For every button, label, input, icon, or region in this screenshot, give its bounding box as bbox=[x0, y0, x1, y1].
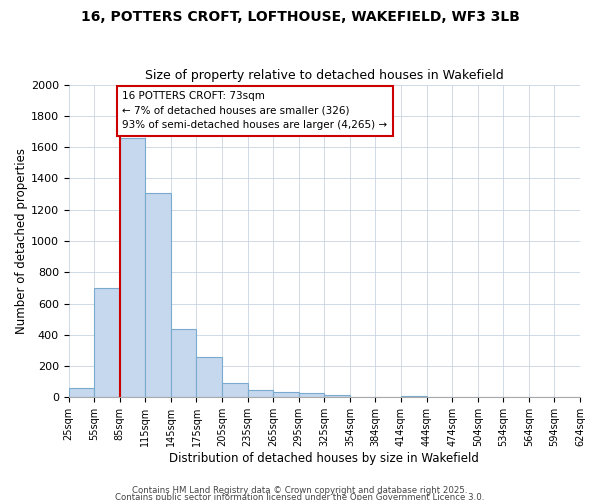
Text: 16 POTTERS CROFT: 73sqm
← 7% of detached houses are smaller (326)
93% of semi-de: 16 POTTERS CROFT: 73sqm ← 7% of detached… bbox=[122, 91, 388, 130]
Text: Contains HM Land Registry data © Crown copyright and database right 2025.: Contains HM Land Registry data © Crown c… bbox=[132, 486, 468, 495]
Bar bbox=[171, 328, 196, 398]
Bar bbox=[299, 394, 325, 398]
Bar bbox=[68, 388, 94, 398]
Bar bbox=[120, 138, 145, 398]
Title: Size of property relative to detached houses in Wakefield: Size of property relative to detached ho… bbox=[145, 69, 503, 82]
Bar bbox=[196, 358, 222, 398]
Bar bbox=[248, 390, 273, 398]
Text: Contains public sector information licensed under the Open Government Licence 3.: Contains public sector information licen… bbox=[115, 494, 485, 500]
X-axis label: Distribution of detached houses by size in Wakefield: Distribution of detached houses by size … bbox=[169, 452, 479, 465]
Bar bbox=[94, 288, 120, 398]
Y-axis label: Number of detached properties: Number of detached properties bbox=[15, 148, 28, 334]
Bar bbox=[325, 395, 350, 398]
Bar bbox=[401, 396, 427, 398]
Bar bbox=[145, 194, 171, 398]
Bar bbox=[222, 384, 248, 398]
Text: 16, POTTERS CROFT, LOFTHOUSE, WAKEFIELD, WF3 3LB: 16, POTTERS CROFT, LOFTHOUSE, WAKEFIELD,… bbox=[80, 10, 520, 24]
Bar bbox=[273, 392, 299, 398]
